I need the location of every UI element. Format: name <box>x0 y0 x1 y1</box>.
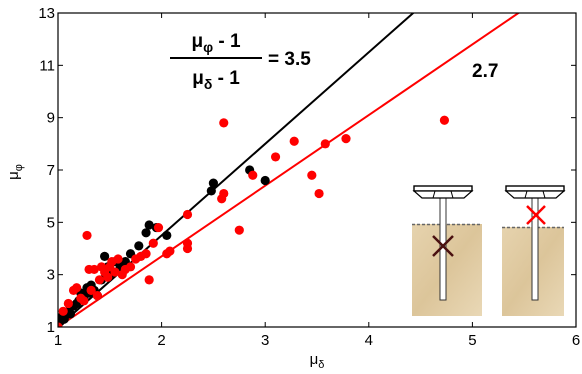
data-point-red <box>182 209 193 220</box>
y-tick-label: 9 <box>47 110 55 127</box>
data-point-black <box>206 186 216 196</box>
pile-cap-left <box>413 185 473 192</box>
data-point-red <box>219 188 229 199</box>
x-tick-label: 6 <box>572 332 580 349</box>
fit-lines <box>58 13 521 327</box>
data-point-red <box>165 246 175 256</box>
pile-head-rib-left <box>432 190 436 199</box>
black-slope-label: = 3.5 <box>268 49 311 70</box>
fraction-denominator: μδ - 1 <box>192 68 240 92</box>
pile-head-rib-right <box>524 190 528 199</box>
data-point-red <box>270 152 281 162</box>
data-point-red <box>86 285 96 295</box>
ratio-annotation: μφ - 1 μδ - 1 = 3.5 <box>170 31 311 92</box>
data-point-red <box>182 238 193 248</box>
x-tick-labels: 1 2 3 4 5 6 <box>54 13 580 349</box>
data-point-red <box>92 291 102 301</box>
data-point-red <box>79 296 89 306</box>
data-point-red <box>63 298 73 309</box>
data-point-red <box>439 115 450 125</box>
data-point-red <box>234 225 244 235</box>
data-point-red <box>89 264 99 275</box>
data-point-red <box>94 275 105 285</box>
data-point-black <box>100 251 110 261</box>
data-point-black <box>65 309 76 319</box>
fraction-numerator: μφ - 1 <box>191 31 241 55</box>
pile-head-left <box>412 190 474 199</box>
x-tick-label: 5 <box>468 332 476 349</box>
y-tick-label: 13 <box>38 5 55 22</box>
data-point-red <box>110 267 120 277</box>
y-tick-label: 1 <box>47 319 55 336</box>
x-axis-label: μδ <box>310 351 325 371</box>
fit-line-black <box>58 13 415 327</box>
data-point-red <box>314 188 324 199</box>
data-point-black <box>208 178 218 188</box>
red-slope-label: 2.7 <box>472 61 498 82</box>
data-point-red <box>148 238 158 248</box>
data-point-red <box>82 230 92 241</box>
y-tick-label: 3 <box>47 267 55 284</box>
pile-head-right <box>504 190 566 199</box>
pile-head-rib-left <box>450 190 454 199</box>
plot-frame <box>57 12 577 328</box>
data-point-black <box>162 230 172 241</box>
y-tick-label: 5 <box>47 214 55 231</box>
pile-illustration-right <box>502 185 566 316</box>
data-point-red <box>58 322 63 327</box>
data-point-red <box>289 136 299 146</box>
data-point-red <box>103 272 113 282</box>
soil-block-left <box>412 224 482 316</box>
x-tick-label: 3 <box>261 332 269 349</box>
pile-head-rib-right <box>542 190 546 199</box>
data-point-red <box>141 249 151 259</box>
data-point-red <box>125 262 136 272</box>
y-tick-label: 7 <box>47 162 55 179</box>
x-tick-label: 4 <box>365 332 373 349</box>
data-point-black <box>144 220 154 230</box>
hinge-marker-left <box>432 235 454 257</box>
data-point-red <box>341 134 351 144</box>
x-tick-label: 2 <box>157 332 165 349</box>
data-point-red <box>58 306 68 316</box>
y-axis-label: μφ <box>5 164 25 180</box>
data-point-black <box>141 228 151 238</box>
data-point-red <box>153 222 164 233</box>
data-point-black <box>260 175 270 186</box>
data-point-red <box>72 283 82 293</box>
data-points <box>58 115 450 327</box>
data-point-red <box>219 118 229 128</box>
data-point-red <box>144 275 154 285</box>
pile-cap-right <box>505 185 565 192</box>
data-point-red <box>113 254 123 264</box>
data-point-red <box>307 170 317 180</box>
x-tick-label: 1 <box>54 332 62 349</box>
y-tick-label: 11 <box>39 57 55 74</box>
data-point-red <box>248 170 258 180</box>
data-point-black <box>134 241 144 251</box>
data-point-red <box>320 139 330 149</box>
hinge-marker-right <box>526 205 546 225</box>
pile-illustration-left <box>412 185 482 316</box>
fit-line-red <box>58 13 521 327</box>
